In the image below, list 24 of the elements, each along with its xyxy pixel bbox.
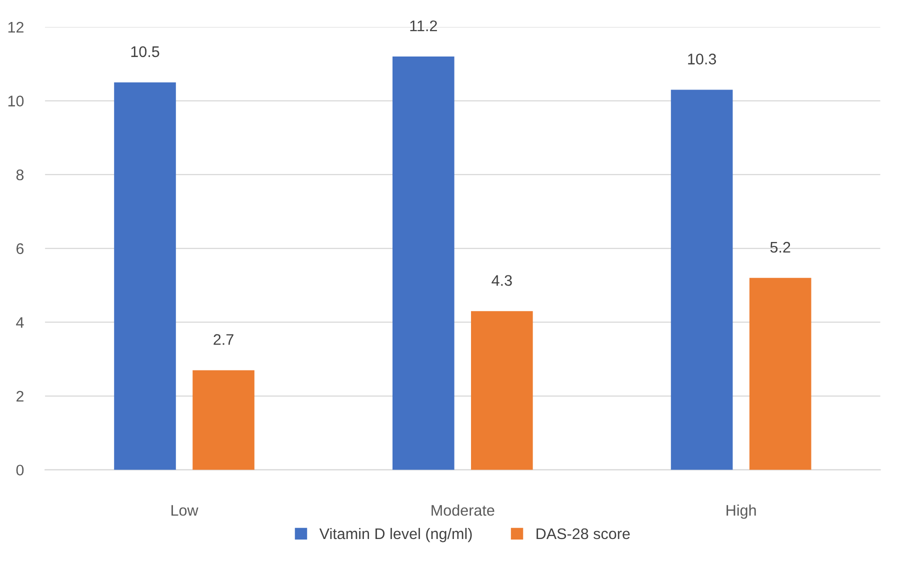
- x-tick-label: Moderate: [432, 504, 494, 516]
- data-label: 10.5: [131, 46, 160, 58]
- bar: [749, 278, 812, 470]
- legend-label: DAS-28 score: [536, 528, 630, 540]
- bar: [670, 90, 733, 470]
- bar: [192, 370, 254, 470]
- x-tick-label: High: [726, 504, 756, 519]
- data-label: 4.3: [492, 275, 512, 286]
- y-tick-label: 12: [8, 22, 24, 33]
- x-tick-label: Low: [171, 505, 198, 516]
- bar: [114, 82, 176, 470]
- data-label: 2.7: [214, 334, 234, 345]
- y-tick-label: 10: [8, 96, 24, 106]
- bar: [392, 56, 454, 470]
- y-tick-label: 2: [16, 390, 24, 402]
- legend-label: Vitamin D level (ng/ml): [319, 528, 472, 542]
- y-tick-label: 0: [16, 464, 24, 476]
- data-label: 5.2: [770, 242, 790, 253]
- bar: [471, 311, 533, 470]
- y-tick-label: 4: [16, 317, 24, 328]
- y-tick-label: 8: [16, 169, 24, 180]
- data-label: 11.2: [410, 20, 437, 32]
- data-label: 10.3: [688, 54, 716, 64]
- y-tick-label: 6: [16, 243, 24, 254]
